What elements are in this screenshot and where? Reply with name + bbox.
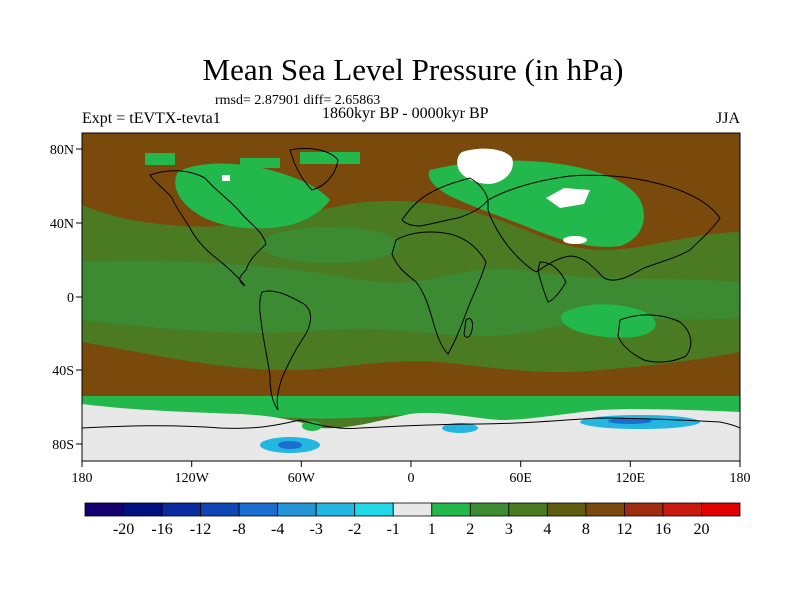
coast-madagascar	[463, 317, 473, 338]
colorbar-swatch	[200, 502, 240, 517]
coast-asia	[487, 174, 721, 281]
coast-south-america	[259, 290, 311, 411]
period-label: 1860kyr BP - 0000kyr BP	[322, 105, 489, 122]
colorbar-swatch	[392, 502, 433, 517]
colorbar-swatch	[277, 502, 317, 517]
colorbar-label: -16	[151, 521, 172, 538]
colorbar-label: -20	[113, 521, 134, 538]
lon-label-180w: 180	[72, 471, 93, 486]
colorbar-swatch	[84, 502, 124, 517]
colorbar-swatch	[585, 502, 625, 517]
field-green-indian	[560, 304, 656, 338]
coast-antarctica	[82, 417, 740, 429]
coastlines	[82, 147, 740, 429]
season-label: JJA	[716, 110, 741, 127]
lon-label-0: 0	[408, 471, 415, 486]
colorbar-swatch	[624, 502, 664, 517]
lon-label-180e: 180	[730, 471, 751, 486]
colorbar-label: 12	[616, 521, 632, 538]
coast-africa	[391, 231, 487, 355]
colorbar-label: -2	[348, 521, 361, 538]
field-south-brown	[82, 342, 740, 398]
field-patch-pacific	[105, 280, 255, 320]
colorbar-label: 2	[466, 521, 474, 538]
colorbar-swatch	[315, 502, 356, 517]
colorbar-label: 8	[582, 521, 590, 538]
colorbar-label: -4	[271, 521, 284, 538]
colorbar: -20 -16 -12 -8 -4 -3 -2 -1 1 2 3 4 8 12 16 20	[84, 502, 741, 538]
field-white-siberia	[546, 188, 590, 208]
lon-label-60e: 60E	[509, 471, 532, 486]
colorbar-label: 3	[505, 521, 513, 538]
coast-australia	[617, 314, 692, 363]
field-white-scandinavia	[457, 148, 513, 184]
field-green-arctic-1	[145, 153, 175, 165]
map-title: Mean Sea Level Pressure (in hPa)	[202, 52, 624, 87]
colorbar-swatch	[508, 502, 548, 517]
coast-north-america	[149, 170, 267, 287]
lon-label-60w: 60W	[288, 471, 316, 486]
field-green-arctic-3	[240, 158, 280, 168]
lon-label-120e: 120E	[616, 471, 646, 486]
colorbar-swatch	[161, 502, 201, 517]
colorbar-swatch	[469, 502, 510, 517]
field-green-pocket	[302, 421, 322, 431]
colorbar-swatch	[354, 502, 394, 517]
colorbar-label: -8	[232, 521, 245, 538]
lat-label-80n: 80N	[50, 143, 74, 158]
lat-axis: 80N 40N 0 40S 80S	[50, 143, 82, 453]
field-white-greenland	[222, 175, 230, 181]
field-white-asia	[563, 236, 587, 244]
colorbar-label: 1	[428, 521, 436, 538]
colorbar-swatch	[662, 502, 702, 517]
lon-label-120w: 120W	[175, 471, 210, 486]
colorbar-label: 16	[655, 521, 671, 538]
colorbar-label: 20	[693, 521, 709, 538]
coast-greenland	[289, 147, 339, 191]
colorbar-swatch	[123, 502, 163, 517]
lat-label-40n: 40N	[50, 217, 74, 232]
colorbar-label: 4	[543, 521, 551, 538]
field-blue-pocket-3	[442, 423, 478, 433]
field-antarctic-ice	[82, 404, 740, 461]
field-green-northamerica	[175, 163, 330, 229]
field-blue-pocket-1-core	[278, 441, 302, 449]
field-blue-pocket-2-core	[608, 418, 652, 424]
colorbar-label: -1	[387, 521, 400, 538]
stats-text: rmsd= 2.87901 diff= 2.65863	[215, 93, 381, 108]
field-green-arctic-2	[300, 152, 360, 164]
colorbar-swatch	[238, 502, 279, 517]
colorbar-label: -12	[190, 521, 211, 538]
colorbar-swatch	[701, 502, 741, 517]
coast-india	[537, 261, 567, 303]
lat-label-0: 0	[67, 291, 74, 306]
lon-axis: 180 120W 60W 0 60E 120E 180	[72, 461, 751, 486]
lat-label-80s: 80S	[52, 438, 74, 453]
colorbar-swatch	[546, 502, 587, 517]
colorbar-swatch	[431, 502, 471, 517]
experiment-label: Expt = tEVTX-tevta1	[82, 110, 221, 127]
colorbar-label: -3	[310, 521, 323, 538]
pressure-field	[82, 133, 740, 461]
lat-label-40s: 40S	[52, 364, 74, 379]
field-patch-atlantic	[260, 227, 400, 263]
